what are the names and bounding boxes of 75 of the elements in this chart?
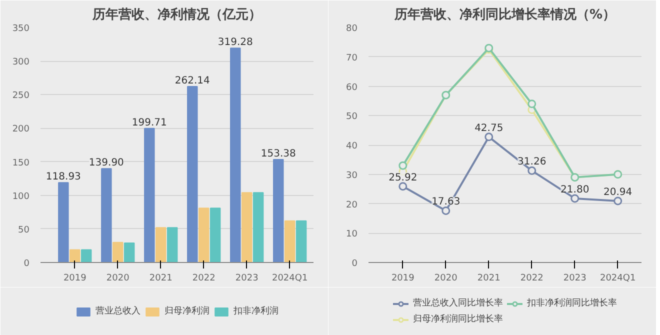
- data-label: 262.14: [174, 75, 210, 86]
- y-tick-label: 300: [12, 58, 30, 68]
- bar: [112, 242, 124, 262]
- point: [398, 161, 408, 170]
- bar: [101, 168, 112, 262]
- x-tick-label: 2024Q1: [600, 274, 636, 284]
- x-tick-label: 2019: [391, 274, 415, 284]
- bar: [241, 192, 252, 262]
- x-tick-label: 2020: [434, 274, 458, 284]
- legend-label: 营业总收入同比增长率: [413, 297, 503, 310]
- data-label: 20.94: [604, 186, 632, 198]
- bar: [273, 159, 284, 262]
- x-tick-label: 2019: [63, 274, 87, 284]
- y-tick-label: 20: [346, 200, 358, 210]
- point: [528, 166, 536, 175]
- legend-label: 扣非净利润同比增长率: [527, 297, 617, 310]
- bar: [144, 128, 155, 262]
- bar: [187, 86, 198, 262]
- x-tick-label: 2022: [192, 274, 216, 284]
- bar: [210, 208, 221, 262]
- bar: [284, 220, 296, 262]
- legend-label: 归母净利润: [164, 305, 210, 318]
- data-label: 153.38: [260, 148, 296, 160]
- chart-title: 历年营收、净利同比增长率情况（%）: [393, 6, 616, 22]
- y-tick-label: 10: [346, 230, 358, 240]
- data-label: 21.80: [560, 184, 590, 196]
- y-tick-label: 50: [346, 112, 358, 122]
- point: [614, 196, 622, 206]
- x-tick-label: 2020: [106, 274, 130, 284]
- legend-label: 营业总收入: [96, 305, 140, 318]
- data-label: 25.92: [388, 172, 418, 184]
- y-tick-label: 60: [346, 82, 358, 93]
- data-label: 42.75: [474, 122, 504, 134]
- y-tick-label: 250: [12, 91, 30, 102]
- bar: [198, 208, 210, 262]
- legend-label: 归母净利润同比增长率: [413, 313, 503, 326]
- x-tick-label: 2021: [477, 274, 500, 284]
- data-label: 319.28: [218, 37, 253, 48]
- y-tick-label: 40: [346, 142, 358, 152]
- y-tick-label: 150: [12, 158, 30, 168]
- point: [442, 206, 450, 215]
- bar: [166, 227, 178, 262]
- bar: [252, 192, 264, 262]
- y-tick-label: 80: [346, 24, 358, 34]
- data-label: 139.90: [88, 158, 124, 169]
- point: [570, 194, 580, 203]
- x-tick-label: 2023: [563, 274, 586, 284]
- x-tick-label: 2023: [235, 274, 258, 284]
- bar: [124, 242, 135, 262]
- bar: [230, 48, 241, 262]
- y-tick-label: 50: [18, 225, 30, 236]
- bar: [156, 227, 166, 262]
- data-label: 118.93: [46, 172, 81, 183]
- data-label: 17.63: [432, 196, 460, 208]
- y-tick-label: 350: [12, 24, 30, 34]
- x-tick-label: 2024Q1: [272, 274, 308, 284]
- point: [528, 100, 536, 108]
- data-label: 31.26: [518, 156, 546, 168]
- y-tick-label: 100: [12, 192, 30, 202]
- bar: [296, 220, 307, 262]
- point: [484, 132, 494, 142]
- bar: [80, 249, 92, 262]
- y-tick-label: 0: [24, 259, 30, 269]
- bar: [70, 249, 80, 262]
- y-tick-label: 30: [346, 170, 358, 181]
- chart-title: 历年营收、净利情况（亿元）: [92, 6, 262, 22]
- point: [398, 182, 408, 191]
- data-label: 199.71: [132, 117, 167, 128]
- y-tick-label: 70: [346, 53, 358, 64]
- y-tick-label: 200: [12, 124, 30, 135]
- x-tick-label: 2022: [520, 274, 544, 284]
- y-tick-label: 0: [352, 259, 358, 269]
- x-tick-label: 2021: [149, 274, 172, 284]
- legend-label: 扣非净利润: [234, 305, 278, 318]
- bar: [58, 182, 69, 262]
